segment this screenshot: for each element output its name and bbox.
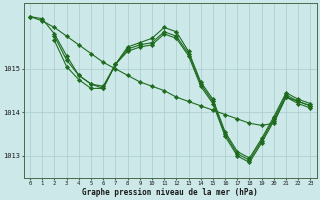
X-axis label: Graphe pression niveau de la mer (hPa): Graphe pression niveau de la mer (hPa) xyxy=(82,188,258,197)
